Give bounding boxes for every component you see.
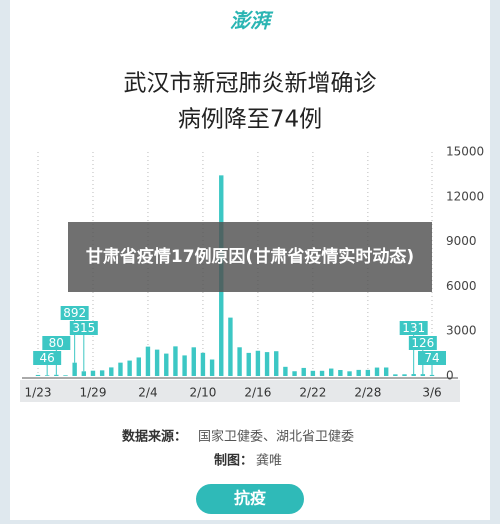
y-tick-label: 0: [446, 369, 454, 383]
title-line: 武汉市新冠肺炎新增确诊: [124, 71, 377, 97]
bar: [347, 371, 352, 376]
y-tick-label: 3000: [446, 324, 477, 338]
label-box: [418, 351, 446, 365]
bar: [164, 353, 169, 376]
bar: [154, 349, 160, 376]
x-tick-label: 2/22: [299, 386, 326, 400]
bar: [173, 346, 178, 376]
bar: [109, 367, 114, 376]
label-box: [33, 351, 62, 365]
maker-label: 制图：: [214, 453, 253, 469]
overlay-box: 甘肃省疫情17例原因(甘肃省疫情实时动态): [85, 247, 415, 267]
bar: [136, 357, 141, 376]
data-label: 315: [72, 321, 95, 335]
data-label: 131: [402, 321, 425, 335]
bar: [374, 367, 380, 376]
title-line: 病例降至74例: [178, 107, 322, 133]
bar: [356, 369, 361, 376]
bar: [255, 350, 261, 376]
bar: [365, 369, 371, 376]
bar: [237, 347, 242, 376]
bar: [63, 375, 68, 376]
bar: [35, 374, 41, 376]
bar: [283, 366, 288, 376]
bar: [402, 374, 407, 376]
bar: [429, 374, 435, 376]
footer-pill: [196, 484, 304, 514]
bar: [182, 355, 187, 376]
overlay-banner: [68, 222, 432, 292]
bar: [420, 374, 426, 376]
bar: [72, 362, 77, 376]
x-tick-label: 2/16: [244, 386, 271, 400]
logo: 澎湃: [230, 9, 274, 33]
data-label: 126: [411, 336, 434, 350]
bar: [200, 352, 206, 376]
bar: [301, 367, 306, 376]
bar: [90, 370, 96, 376]
label-box: [399, 321, 428, 335]
bar: [338, 370, 343, 376]
bar: [118, 362, 123, 376]
x-tick-label: 3/6: [422, 386, 441, 400]
maker: 龚唯: [256, 454, 282, 469]
source: 国家卫健委、湖北省卫健委: [198, 429, 354, 445]
bar: [411, 374, 416, 376]
y-tick-label: 6000: [446, 279, 477, 293]
bar: [81, 371, 87, 376]
x-tick-label: 2/4: [138, 386, 157, 400]
x-axis-band: [20, 380, 460, 402]
bar: [54, 374, 59, 376]
bar: [319, 370, 325, 376]
bar: [145, 346, 151, 376]
footer: 抗疫: [234, 489, 266, 508]
data-label: 892: [63, 306, 86, 320]
label-box: [408, 336, 437, 350]
x-tick-label: 1/23: [25, 386, 52, 400]
bar: [264, 352, 270, 376]
bar: [329, 368, 334, 376]
overlay-text: 甘肃省疫情17例原因(甘肃省疫情实时动态): [85, 247, 415, 267]
y-tick-label: 9000: [446, 234, 477, 248]
y-tick-label: 12000: [446, 189, 484, 203]
bar: [274, 351, 279, 376]
data-label: 80: [49, 336, 64, 350]
label-box: [69, 321, 98, 335]
bar: [310, 370, 316, 376]
y-tick-label: 15000: [446, 145, 484, 159]
bar: [246, 352, 251, 376]
bar: [383, 367, 389, 376]
bar: [127, 360, 132, 376]
bar: [191, 347, 196, 376]
bar: [44, 375, 50, 376]
bar: [393, 374, 398, 376]
source-label: 数据来源：: [122, 429, 187, 445]
bar: [292, 371, 297, 376]
x-tick-label: 1/29: [80, 386, 107, 400]
x-tick-label: 2/10: [189, 386, 216, 400]
bar: [209, 359, 215, 376]
label-box: [42, 336, 71, 350]
x-tick-label: 2/28: [354, 386, 381, 400]
data-label: 46: [40, 351, 55, 365]
label-box: [60, 306, 89, 320]
bar: [228, 317, 233, 376]
bar: [99, 370, 105, 376]
data-label: 74: [424, 351, 439, 365]
